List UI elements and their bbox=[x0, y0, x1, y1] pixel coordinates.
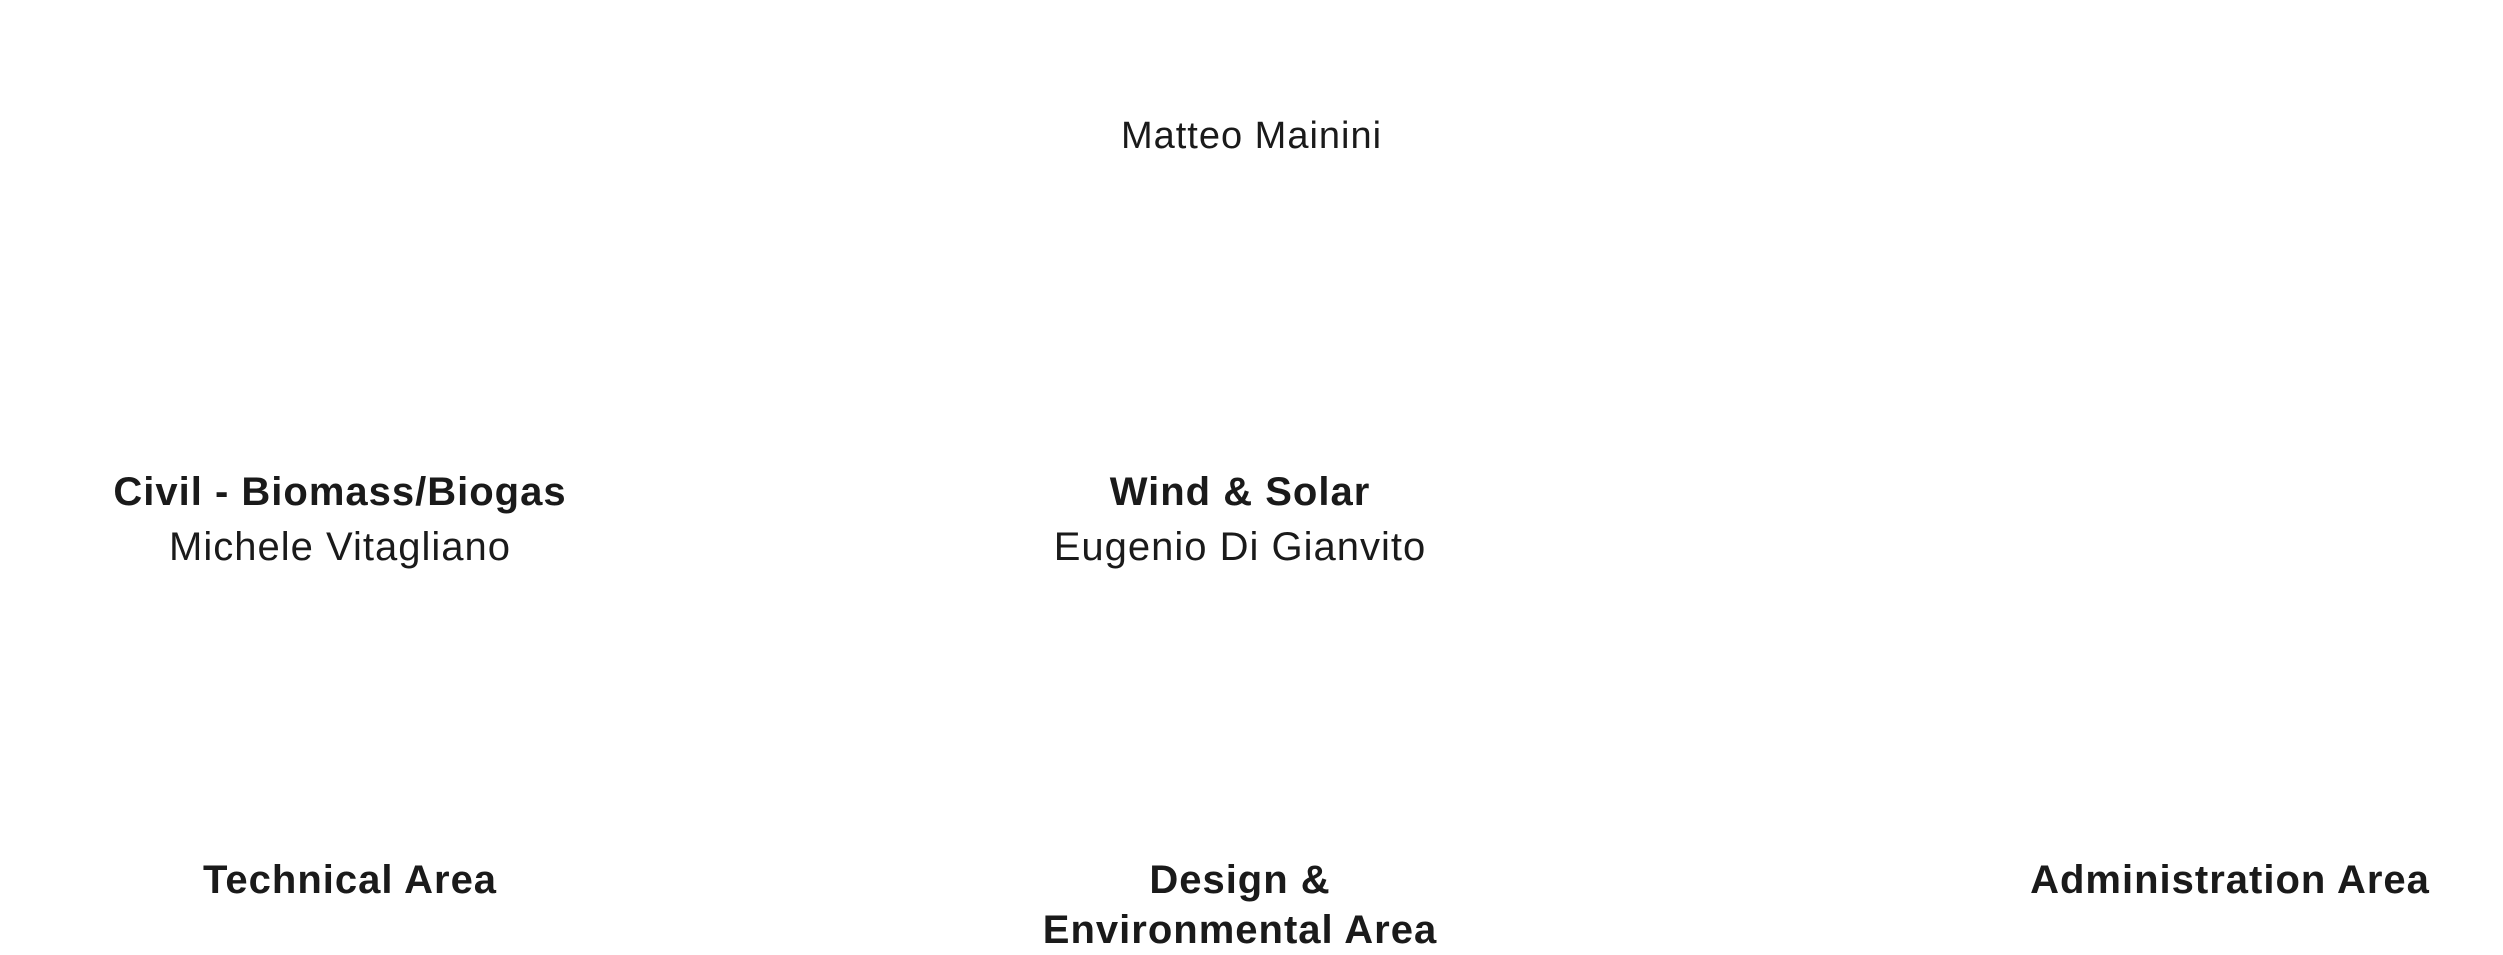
bottom-block-technical: Technical Area bbox=[150, 855, 550, 905]
mid-block-civil: Civil - Biomass/Biogas Michele Vitaglian… bbox=[90, 470, 590, 570]
bottom-title-admin: Administration Area bbox=[1990, 855, 2470, 905]
mid-title-civil: Civil - Biomass/Biogas bbox=[90, 470, 590, 515]
bottom-title-line1: Design & bbox=[1149, 858, 1330, 902]
mid-person-wind-solar: Eugenio Di Gianvito bbox=[990, 525, 1490, 570]
bottom-title-technical: Technical Area bbox=[150, 855, 550, 905]
bottom-title-design-env: Design & Environmental Area bbox=[990, 855, 1490, 955]
bottom-title-line2: Environmental Area bbox=[1043, 908, 1437, 952]
org-chart: Matteo Mainini Civil - Biomass/Biogas Mi… bbox=[0, 0, 2503, 946]
mid-title-wind-solar: Wind & Solar bbox=[990, 470, 1490, 515]
bottom-block-design-env: Design & Environmental Area bbox=[990, 855, 1490, 955]
bottom-block-admin: Administration Area bbox=[1990, 855, 2470, 905]
mid-block-wind-solar: Wind & Solar Eugenio Di Gianvito bbox=[990, 470, 1490, 570]
mid-person-civil: Michele Vitagliano bbox=[90, 525, 590, 570]
top-person-name: Matteo Mainini bbox=[1121, 115, 1382, 158]
